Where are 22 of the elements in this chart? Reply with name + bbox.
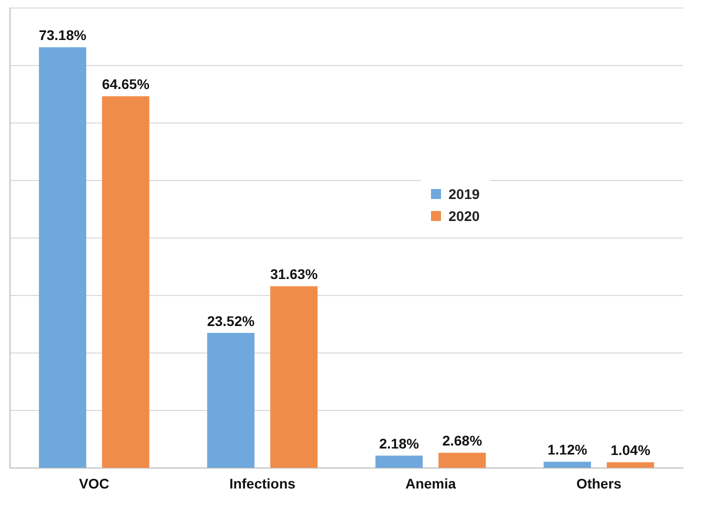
x-tick-label: Infections (229, 475, 296, 492)
data-label: 2.68% (442, 432, 483, 449)
data-label: 23.52% (207, 312, 256, 329)
bar (375, 456, 423, 468)
bar (102, 96, 150, 468)
data-label: 73.18% (38, 27, 87, 44)
data-label: 1.04% (610, 442, 651, 458)
bar (270, 286, 318, 468)
bar (38, 47, 86, 468)
data-label: 64.65% (102, 76, 150, 92)
x-tick-label: VOC (78, 475, 110, 492)
legend-label: 2019 (448, 186, 480, 202)
legend-label: 2020 (448, 208, 480, 224)
x-tick-label: Others (576, 475, 622, 492)
data-label: 1.12% (547, 442, 588, 458)
x-tick-label: Anemia (405, 475, 456, 492)
data-label: 2.18% (379, 436, 420, 452)
bar (207, 332, 254, 468)
bar (544, 462, 591, 468)
bar (438, 452, 486, 468)
data-label: 31.63% (270, 266, 318, 282)
bar (606, 462, 654, 468)
